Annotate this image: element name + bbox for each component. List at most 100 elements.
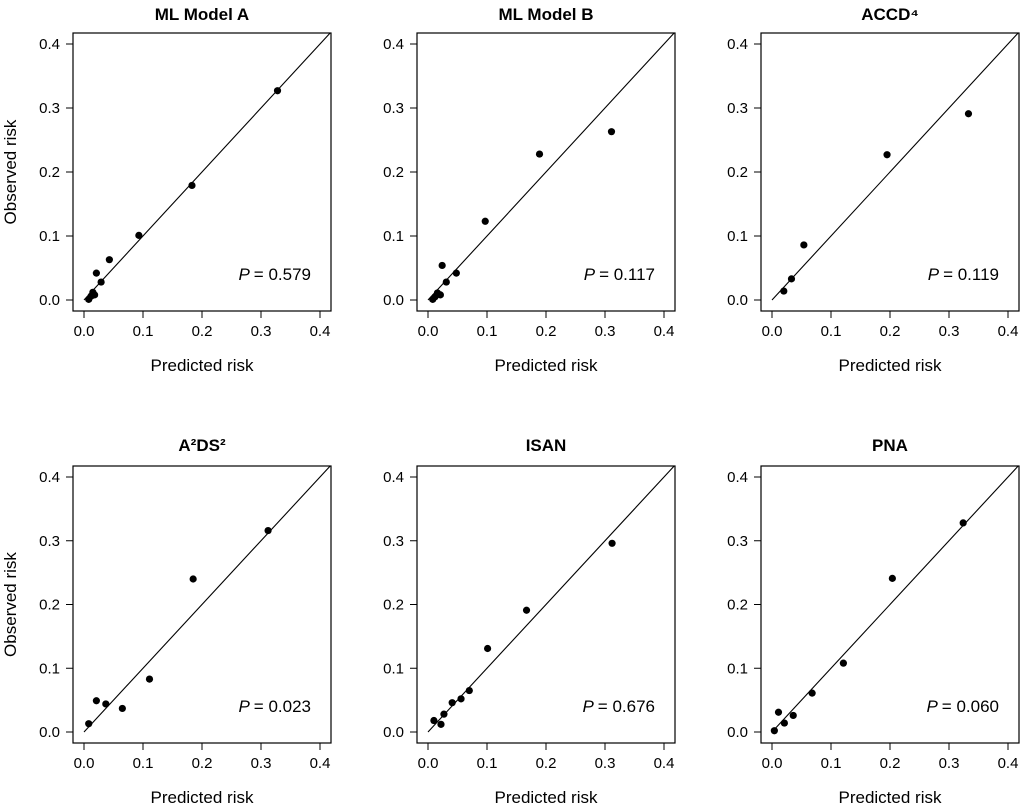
data-point: [774, 708, 783, 716]
y-tick-label: 0.3: [39, 533, 60, 550]
data-point: [535, 150, 544, 158]
y-tick-label: 0.1: [39, 228, 60, 245]
p-value-text: = 0.119: [943, 265, 999, 284]
data-point: [787, 275, 796, 283]
p-value-annotation: P = 0.579: [238, 265, 311, 284]
x-tick-label: 0.2: [192, 755, 213, 772]
data-point: [448, 699, 456, 707]
data-point: [135, 231, 143, 239]
data-point: [188, 181, 196, 190]
x-tick-label: 0.1: [821, 323, 842, 340]
data-point: [438, 261, 446, 270]
data-point: [97, 278, 105, 286]
y-tick-label: 0.0: [383, 724, 404, 741]
p-value-symbol: P: [238, 265, 250, 284]
y-tick-label: 0.0: [727, 724, 748, 741]
reference-line: [771, 465, 1019, 733]
x-axis-label: Predicted risk: [495, 356, 598, 375]
data-point: [800, 241, 808, 249]
data-point: [780, 719, 788, 727]
p-value-symbol: P: [926, 697, 938, 716]
data-point: [442, 278, 450, 286]
y-tick-label: 0.2: [39, 164, 60, 181]
x-tick-label: 0.2: [536, 323, 557, 340]
y-tick-label: 0.0: [39, 724, 60, 741]
p-value-text: = 0.676: [598, 697, 655, 716]
x-tick-label: 0.0: [74, 755, 95, 772]
data-point: [92, 697, 100, 705]
chart-panel-6: PNA 0.0 0.0 0.1 0.1 0.2 0.2 0.3 0.3 0.4 0.4 Predict…: [727, 436, 1020, 807]
data-point: [607, 128, 616, 136]
x-tick-label: 0.3: [595, 755, 616, 772]
chart-title: ML Model B: [498, 5, 593, 24]
p-value-text: = 0.060: [942, 697, 999, 716]
p-value-symbol: P: [928, 265, 940, 284]
chart-panel-5: ISAN 0.0 0.0 0.1 0.1 0.2 0.2 0.3 0.3 0.4 0.4 Predic…: [383, 436, 676, 807]
x-tick-label: 0.0: [762, 755, 783, 772]
x-axis-label: Predicted risk: [839, 788, 942, 807]
reference-line: [427, 465, 675, 733]
data-point: [883, 151, 891, 159]
x-tick-label: 0.1: [133, 323, 154, 340]
data-point: [118, 704, 126, 713]
y-tick-label: 0.2: [39, 597, 60, 614]
x-tick-label: 0.3: [251, 755, 272, 772]
x-tick-label: 0.2: [880, 323, 901, 340]
y-tick-label: 0.1: [383, 228, 404, 245]
x-tick-label: 0.0: [74, 323, 95, 340]
data-point: [145, 675, 154, 683]
x-tick-label: 0.4: [310, 323, 331, 340]
data-point: [789, 711, 797, 720]
x-axis-label: Predicted risk: [839, 356, 942, 375]
x-tick-label: 0.4: [998, 323, 1019, 340]
x-axis-label: Predicted risk: [151, 356, 254, 375]
x-tick-label: 0.2: [192, 323, 213, 340]
reference-line: [427, 32, 675, 301]
y-tick-label: 0.2: [383, 164, 404, 181]
y-tick-label: 0.4: [383, 36, 404, 53]
y-tick-label: 0.4: [727, 469, 748, 486]
x-tick-label: 0.4: [654, 323, 675, 340]
data-point: [440, 710, 448, 718]
p-value-text: = 0.023: [254, 697, 311, 716]
data-point: [465, 686, 473, 695]
data-point: [91, 291, 99, 299]
data-point: [457, 695, 465, 703]
x-tick-label: 0.2: [880, 755, 901, 772]
x-tick-label: 0.0: [762, 323, 783, 340]
chart-panel-1: ML Model A 0.0 0.0 0.1 0.1 0.2 0.2 0.3 0.3 0.4 0.4…: [1, 5, 332, 375]
y-tick-label: 0.2: [727, 597, 748, 614]
y-tick-label: 0.3: [383, 100, 404, 117]
x-tick-label: 0.1: [477, 323, 498, 340]
data-point: [436, 291, 444, 299]
data-point: [273, 87, 282, 95]
y-tick-label: 0.3: [727, 533, 748, 550]
x-tick-label: 0.0: [418, 755, 439, 772]
p-value-symbol: P: [582, 697, 594, 716]
y-axis-label: Observed risk: [1, 552, 20, 657]
p-value-annotation: P = 0.023: [238, 697, 311, 716]
data-point: [770, 727, 778, 735]
y-tick-label: 0.1: [39, 660, 60, 677]
x-tick-label: 0.1: [133, 755, 154, 772]
data-point: [608, 539, 616, 547]
y-tick-label: 0.0: [727, 292, 748, 309]
y-tick-label: 0.4: [383, 469, 404, 486]
y-axis-label: Observed risk: [1, 119, 20, 224]
x-tick-label: 0.3: [939, 323, 960, 340]
y-tick-label: 0.3: [39, 100, 60, 117]
y-tick-label: 0.4: [39, 469, 60, 486]
chart-panel-2: ML Model B 0.0 0.0 0.1 0.1 0.2 0.2 0.3 0.3 0.4 0.4…: [383, 5, 676, 375]
data-point: [92, 269, 100, 277]
data-point: [105, 256, 113, 264]
p-value-text: = 0.117: [599, 265, 655, 284]
x-tick-label: 0.1: [821, 755, 842, 772]
y-tick-label: 0.2: [727, 164, 748, 181]
y-tick-label: 0.1: [727, 660, 748, 677]
data-point: [839, 659, 847, 667]
x-tick-label: 0.4: [310, 755, 331, 772]
p-value-annotation: P = 0.060: [926, 697, 999, 716]
reference-line: [83, 32, 331, 301]
data-point: [437, 720, 445, 728]
chart-title: ISAN: [526, 436, 567, 455]
